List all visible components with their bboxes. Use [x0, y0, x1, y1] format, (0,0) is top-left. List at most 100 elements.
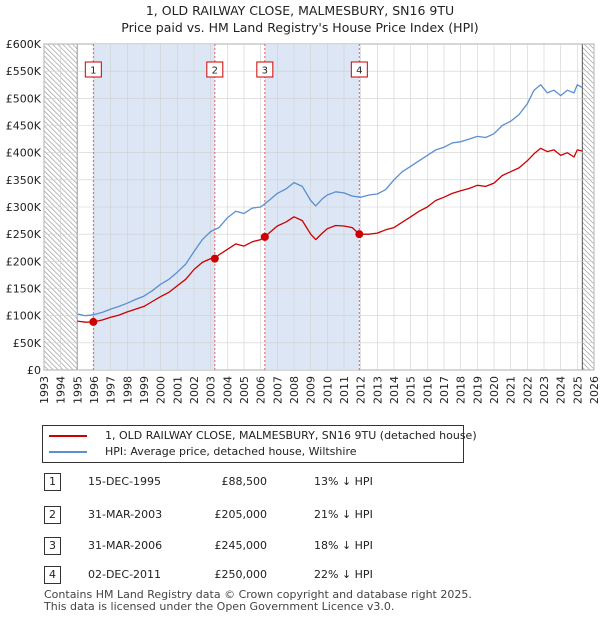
- hatch-line: [43, 365, 49, 371]
- x-tick-label: 2015: [405, 376, 418, 404]
- footer-notice: Contains HM Land Registry data © Crown c…: [44, 589, 472, 612]
- x-tick-label: 2003: [205, 376, 218, 404]
- x-tick-label: 2016: [421, 376, 434, 404]
- sale-date: 02-DEC-2011: [88, 568, 162, 581]
- y-tick-label: £550K: [6, 65, 42, 78]
- hatch-line: [582, 262, 595, 275]
- hatch-line: [582, 227, 595, 240]
- x-tick-label: 2007: [271, 376, 284, 404]
- hatch-line: [582, 137, 595, 150]
- x-axis-ticks: 1993 1994 1995 1996 1997 1998 1999 2000 2001 2002…: [38, 376, 600, 404]
- property-line: [77, 147, 583, 323]
- hatch-line: [582, 312, 595, 325]
- x-tick-label: 2011: [338, 376, 351, 404]
- sale-price: £88,500: [221, 475, 268, 488]
- sale-price: £205,000: [214, 508, 268, 521]
- sale-label-box: [350, 61, 368, 78]
- hatch-line: [582, 147, 595, 160]
- y-tick-label: £200K: [6, 255, 42, 268]
- x-tick-label: 2001: [171, 376, 184, 404]
- hatch-line: [582, 187, 595, 200]
- sale-number: 4: [44, 566, 61, 584]
- hatch-line: [582, 242, 595, 255]
- x-tick-label: 2014: [388, 376, 401, 404]
- sale-date: 31-MAR-2003: [88, 508, 163, 521]
- y-tick-label: £600K: [6, 38, 42, 51]
- y-axis-ticks: £0 £50K £100K £150K £200K £250K £300K £350K £400…: [6, 38, 42, 377]
- hatch-line: [52, 43, 78, 70]
- sale-label-text: 1: [90, 66, 96, 77]
- hatch-line: [583, 43, 595, 55]
- x-tick-label: 2002: [188, 376, 201, 404]
- hatch-line: [582, 287, 595, 300]
- sale-hpi-diff: 13% ↓ HPI: [314, 475, 373, 488]
- hatch-line: [582, 257, 595, 270]
- hatch-line: [43, 345, 69, 371]
- hatch-line: [582, 117, 595, 130]
- x-tick-label: 2020: [488, 376, 501, 404]
- hatch-line: [582, 222, 595, 235]
- hatch-line: [582, 332, 595, 345]
- x-tick-label: 2023: [538, 376, 551, 404]
- hatch-line: [43, 360, 54, 371]
- hatch-line: [582, 297, 595, 310]
- y-tick-label: £500K: [6, 92, 42, 105]
- x-tick-label: 1998: [121, 376, 134, 404]
- hatch-line: [582, 152, 595, 165]
- sale-label-boxes: 1 2 3 4: [84, 61, 368, 78]
- gridlines: [43, 43, 595, 371]
- hatch-line: [582, 57, 595, 70]
- hatch-line: [67, 43, 78, 55]
- x-tick-label: 2012: [355, 376, 368, 404]
- y-tick-label: £50K: [13, 337, 42, 350]
- footer-copyright: Contains HM Land Registry data © Crown c…: [44, 588, 472, 601]
- x-tick-label: 1999: [138, 376, 151, 404]
- sale-date: 31-MAR-2006: [88, 539, 163, 552]
- x-tick-label: 2000: [155, 376, 168, 404]
- hatch-line: [43, 340, 74, 371]
- x-tick-label: 2009: [305, 376, 318, 404]
- hatch-line: [582, 127, 595, 140]
- x-tick-label: 2006: [255, 376, 268, 404]
- x-tick-label: 2021: [505, 376, 518, 404]
- sale-label-box: [206, 61, 224, 78]
- hatch-line: [582, 267, 595, 280]
- hatch-line: [582, 362, 591, 371]
- hatch-line: [582, 212, 595, 225]
- hatch-line: [582, 217, 595, 230]
- footer-licence: This data is licensed under the Open Gov…: [44, 599, 395, 613]
- hatch-line: [582, 322, 595, 335]
- sale-price: £250,000: [214, 568, 268, 581]
- y-tick-label: £450K: [6, 120, 42, 133]
- hatch-line: [582, 62, 595, 75]
- legend-label-property: 1, OLD RAILWAY CLOSE, MALMESBURY, SN16 9…: [105, 429, 477, 442]
- x-tick-label: 2018: [455, 376, 468, 404]
- hatch-line: [582, 207, 595, 220]
- hatch-line: [582, 77, 595, 90]
- hatch-line: [582, 177, 595, 190]
- hatch-line: [72, 43, 78, 50]
- x-tick-label: 2025: [571, 376, 584, 404]
- hatch-line: [62, 43, 78, 60]
- hatch-line: [582, 162, 595, 175]
- y-tick-label: £400K: [6, 147, 42, 160]
- x-tick-label: 2017: [438, 376, 451, 404]
- hatch-line: [582, 112, 595, 125]
- chart-subtitle: Price paid vs. HM Land Registry's House …: [121, 20, 479, 35]
- legend: 1, OLD RAILWAY CLOSE, MALMESBURY, SN16 9…: [42, 425, 477, 463]
- sale-label-text: 4: [356, 66, 362, 77]
- series-lines: [77, 84, 583, 323]
- legend-label-hpi: HPI: Average price, detached house, Wilt…: [105, 445, 357, 458]
- x-tick-label: 2010: [321, 376, 334, 404]
- sale-label-text: 3: [262, 66, 268, 77]
- hatch-line: [582, 102, 595, 115]
- sale-number: 2: [44, 506, 61, 524]
- hatch-line: [582, 72, 595, 85]
- x-tick-label: 1997: [105, 376, 118, 404]
- x-tick-label: 1995: [71, 376, 84, 404]
- y-tick-label: £0: [27, 364, 41, 377]
- sale-hpi-diff: 22% ↓ HPI: [314, 568, 373, 581]
- hatch-line: [43, 350, 64, 371]
- x-tick-label: 1993: [38, 376, 51, 404]
- sale-point: [355, 230, 364, 239]
